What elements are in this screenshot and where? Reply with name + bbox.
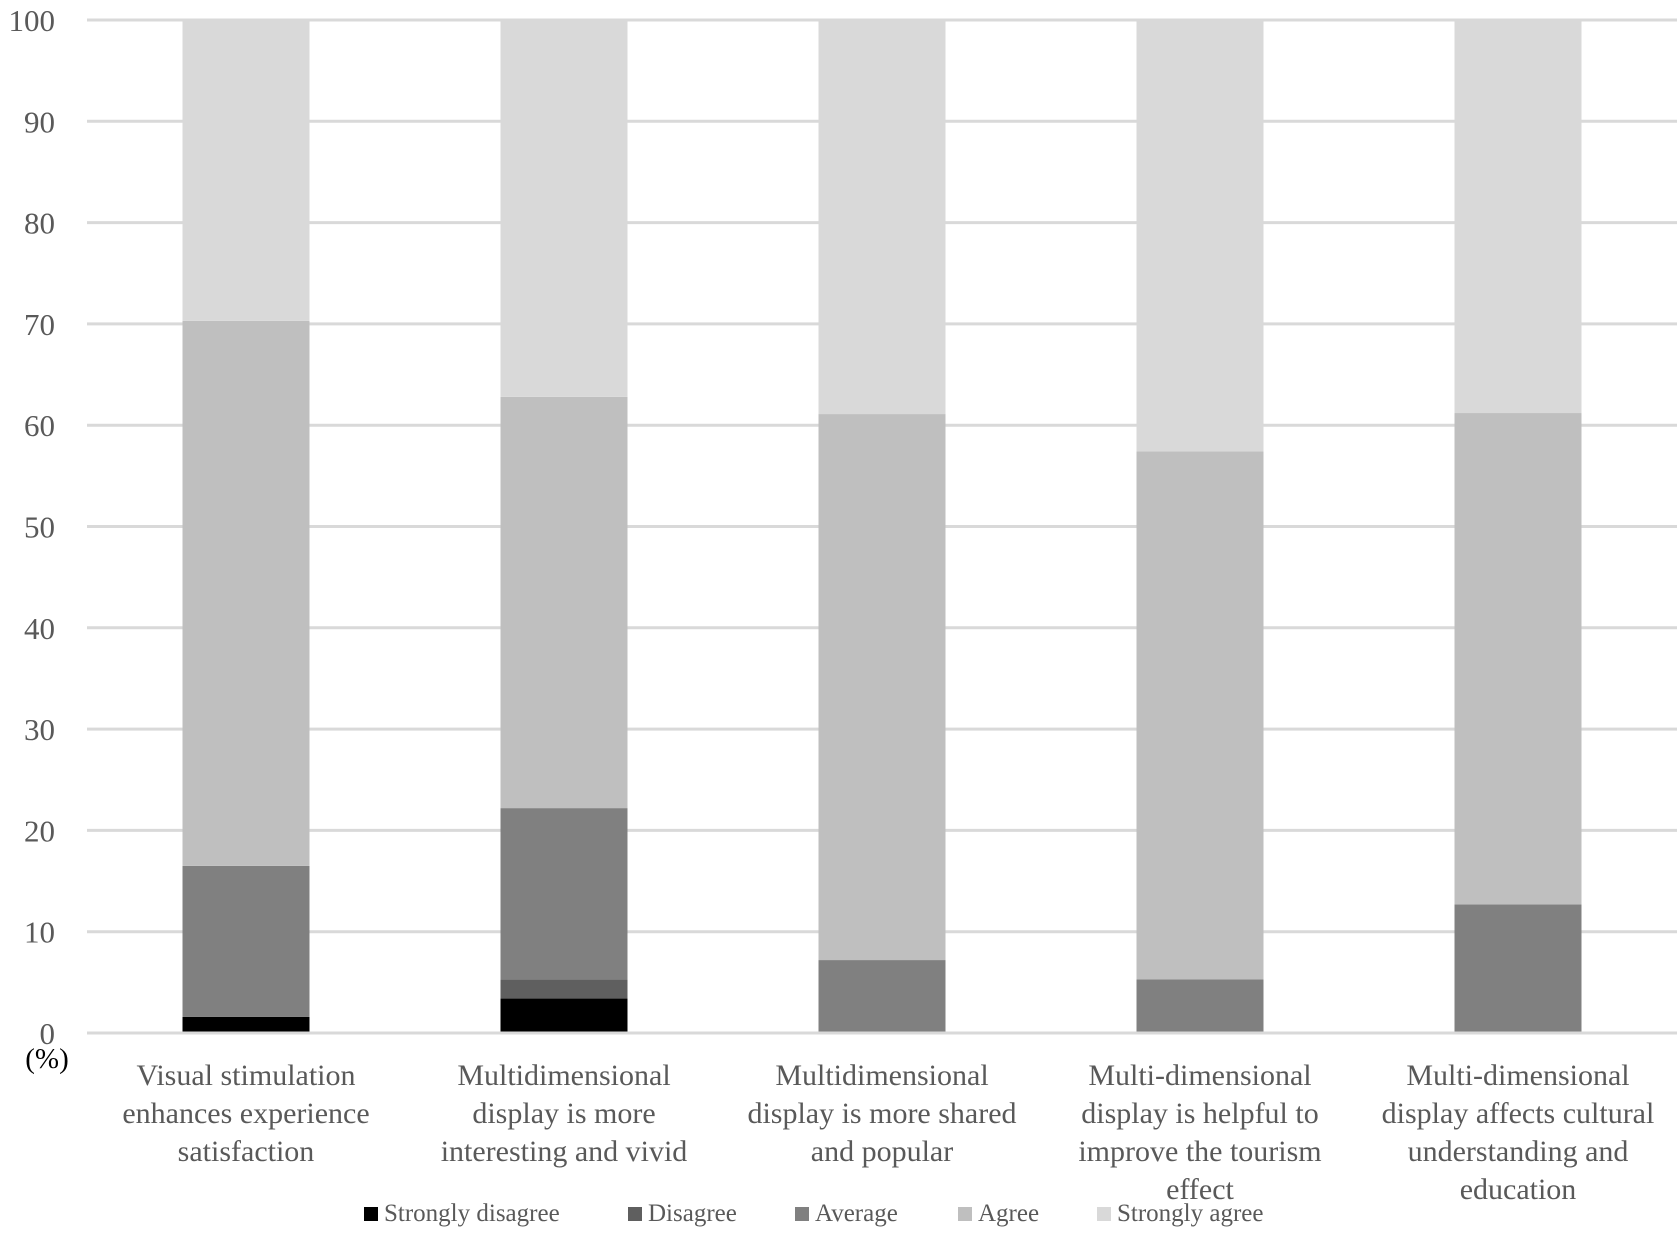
bars (182, 20, 1582, 1033)
legend-label: Disagree (648, 1200, 737, 1227)
bar-segment (500, 979, 628, 999)
legend-swatch (958, 1207, 972, 1221)
legend-label: Agree (978, 1200, 1039, 1227)
category-label: Multi-dimensional display is helpful to im… (1078, 1059, 1321, 1206)
category-label-line: Multidimensional (457, 1059, 670, 1092)
bar-segment (1136, 451, 1264, 980)
bar-segment (1454, 20, 1582, 414)
y-tick-label: 70 (24, 307, 55, 342)
bar-segment (1136, 20, 1264, 452)
category-label-line: Visual stimulation (136, 1059, 355, 1092)
category-label-line: display is more shared (747, 1097, 1016, 1130)
legend-label: Average (815, 1200, 898, 1227)
category-label: Multidimensional display is more shared an… (747, 1059, 1016, 1168)
legend-swatch (628, 1207, 642, 1221)
category-label-line: Multidimensional (775, 1059, 988, 1092)
y-tick-label: 0 (40, 1016, 56, 1051)
bar-segment (500, 808, 628, 980)
category-label-line: understanding and (1408, 1135, 1629, 1168)
legend-label: Strongly agree (1117, 1200, 1263, 1227)
y-tick-label: 40 (24, 611, 55, 646)
bar-segment (818, 414, 946, 961)
category-label-line: and popular (811, 1135, 953, 1168)
bar-segment (182, 320, 310, 866)
y-tick-label: 50 (24, 510, 55, 545)
y-tick-label: 30 (24, 712, 55, 747)
y-axis-unit-label: (%) (25, 1043, 68, 1075)
bar-segment (182, 865, 310, 1017)
bar-segment (500, 20, 628, 397)
category-label-line: education (1460, 1173, 1577, 1206)
category-label-line: Multi-dimensional (1088, 1059, 1311, 1092)
category-label-line: satisfaction (178, 1135, 315, 1168)
legend-label: Strongly disagree (384, 1200, 560, 1227)
category-label-line: enhances experience (122, 1097, 369, 1130)
bar-segment (182, 20, 310, 321)
category-label-line: display is more (472, 1097, 655, 1130)
bar-segment (818, 960, 946, 1033)
category-label-line: Multi-dimensional (1406, 1059, 1629, 1092)
y-tick-label: 60 (24, 408, 55, 443)
category-label: Multi-dimensional display affects cultura… (1382, 1059, 1655, 1206)
legend-swatch (364, 1207, 378, 1221)
category-label-line: effect (1166, 1173, 1234, 1206)
bar-segment (500, 998, 628, 1033)
legend-swatch (795, 1207, 809, 1221)
legend: Strongly disagree Disagree Average Agree Str… (364, 1200, 1263, 1227)
category-label-line: improve the tourism (1078, 1135, 1321, 1168)
y-tick-label: 20 (24, 813, 55, 848)
category-label-line: interesting and vivid (441, 1135, 688, 1168)
bar-segment (500, 396, 628, 809)
category-labels: Visual stimulation enhances experience sat… (122, 1059, 1654, 1206)
y-tick-label: 90 (24, 104, 55, 139)
y-tick-label: 10 (24, 915, 55, 950)
y-axis-tick-labels: 0 10 20 30 40 50 60 70 80 90 100 (9, 3, 56, 1051)
y-tick-label: 100 (9, 3, 56, 38)
bar-segment (1454, 413, 1582, 905)
y-tick-label: 80 (24, 206, 55, 241)
bar-segment (1454, 904, 1582, 1033)
legend-swatch (1097, 1207, 1111, 1221)
category-label-line: display affects cultural (1382, 1097, 1655, 1130)
bar-segment (1136, 979, 1264, 1033)
bar-segment (818, 20, 946, 415)
category-label-line: display is helpful to (1081, 1097, 1318, 1130)
bar-segment (182, 1016, 310, 1033)
category-label: Multidimensional display is more interesti… (441, 1059, 688, 1168)
category-label: Visual stimulation enhances experience sat… (122, 1059, 369, 1168)
